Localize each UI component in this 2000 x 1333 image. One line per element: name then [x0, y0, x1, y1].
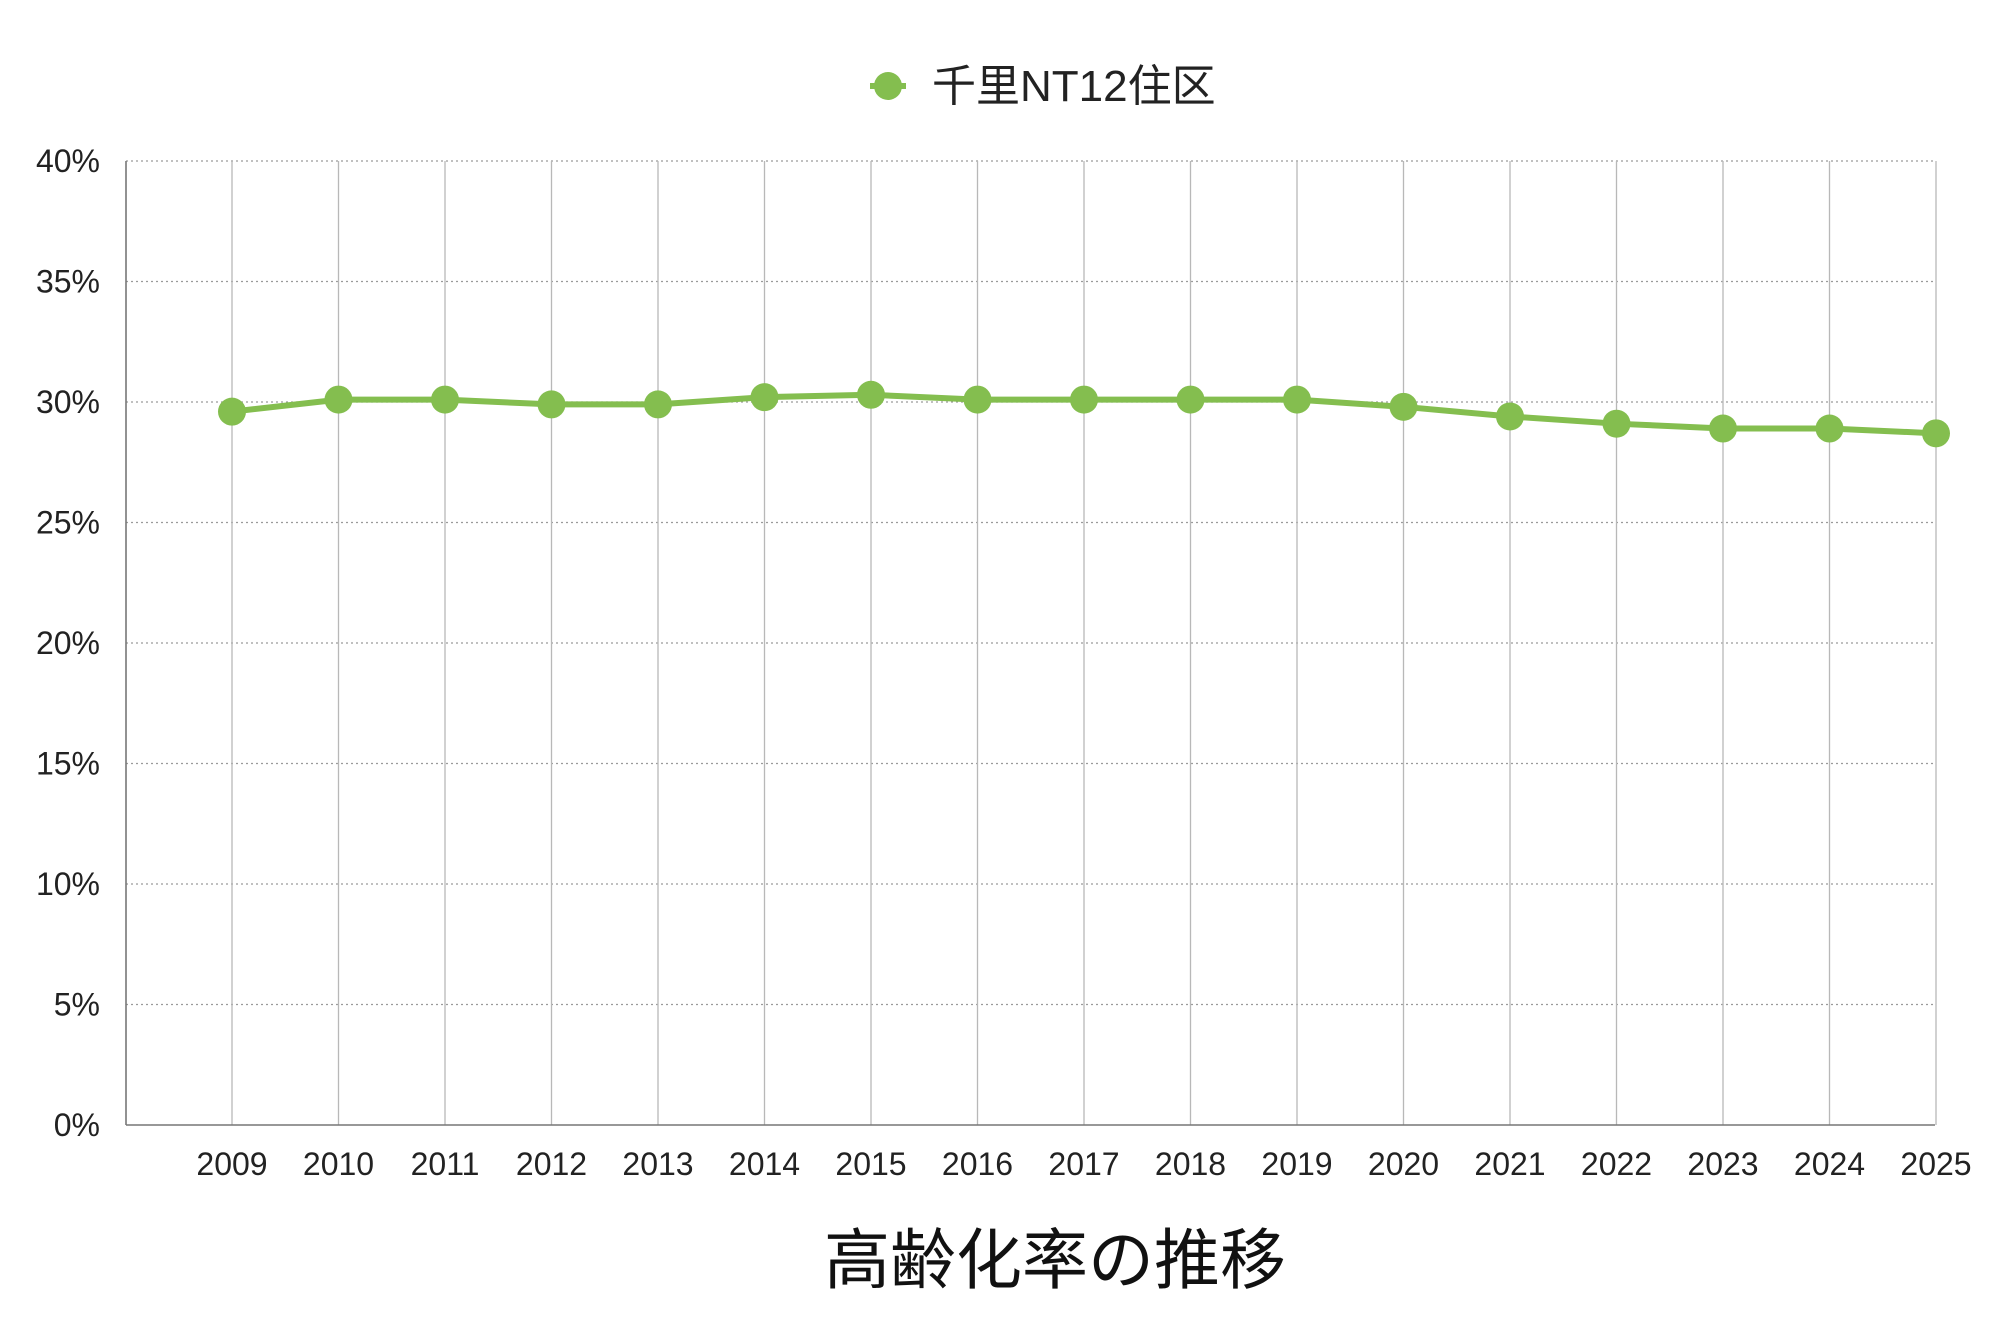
x-tick-label: 2024	[1794, 1146, 1865, 1182]
data-point	[1389, 392, 1418, 421]
x-tick-label: 2023	[1687, 1146, 1758, 1182]
x-tick-label: 2022	[1581, 1146, 1652, 1182]
data-point	[1496, 402, 1524, 431]
x-tick-label: 2018	[1155, 1146, 1226, 1182]
data-point	[324, 385, 353, 414]
y-tick-label: 0%	[54, 1107, 100, 1143]
legend: 千里NT12住区	[870, 62, 1216, 111]
data-point	[1176, 385, 1205, 414]
x-tick-label: 2020	[1368, 1146, 1439, 1182]
data-point	[644, 390, 672, 419]
x-tick-label: 2015	[835, 1146, 906, 1182]
x-tick-label: 2009	[196, 1146, 267, 1182]
y-tick-label: 10%	[36, 866, 100, 902]
y-tick-label: 5%	[54, 987, 100, 1023]
x-tick-label: 2016	[942, 1146, 1013, 1182]
x-tick-label: 2013	[622, 1146, 693, 1182]
data-point	[1602, 409, 1631, 438]
y-tick-label: 25%	[36, 505, 100, 541]
data-point	[1709, 414, 1737, 443]
x-tick-label: 2011	[411, 1146, 480, 1182]
x-axis-ticks: 2009 2010 2011 2012 2013 2014 2015 2016 2017 2018…	[196, 1146, 1971, 1182]
y-tick-label: 35%	[36, 264, 100, 300]
y-tick-label: 40%	[36, 143, 100, 179]
data-point	[857, 380, 885, 409]
y-tick-label: 30%	[36, 384, 100, 420]
x-tick-label: 2019	[1261, 1146, 1332, 1182]
y-axis-ticks: 0% 5% 10% 15% 20% 25% 30% 35% 40%	[36, 143, 100, 1143]
x-tick-label: 2025	[1900, 1146, 1971, 1182]
grid	[126, 160, 1937, 1125]
data-point	[1070, 385, 1098, 414]
x-tick-label: 2012	[516, 1146, 587, 1182]
y-tick-label: 20%	[36, 625, 100, 661]
data-point	[1815, 414, 1844, 443]
x-tick-label: 2017	[1048, 1146, 1119, 1182]
data-point	[1922, 419, 1950, 448]
legend-label: 千里NT12住区	[932, 62, 1216, 111]
x-tick-label: 2021	[1474, 1146, 1545, 1182]
data-point	[963, 385, 992, 414]
x-tick-label: 2010	[303, 1146, 374, 1182]
legend-marker	[874, 72, 902, 100]
data-point	[218, 397, 246, 426]
chart-title: 高齢化率の推移	[824, 1223, 1286, 1297]
data-point	[750, 383, 779, 412]
series-group	[218, 380, 1950, 448]
y-tick-label: 15%	[36, 746, 100, 782]
x-tick-label: 2014	[729, 1146, 800, 1182]
data-point	[537, 390, 566, 419]
axes	[125, 161, 1935, 1126]
data-point	[1283, 385, 1311, 414]
data-point	[431, 385, 459, 414]
